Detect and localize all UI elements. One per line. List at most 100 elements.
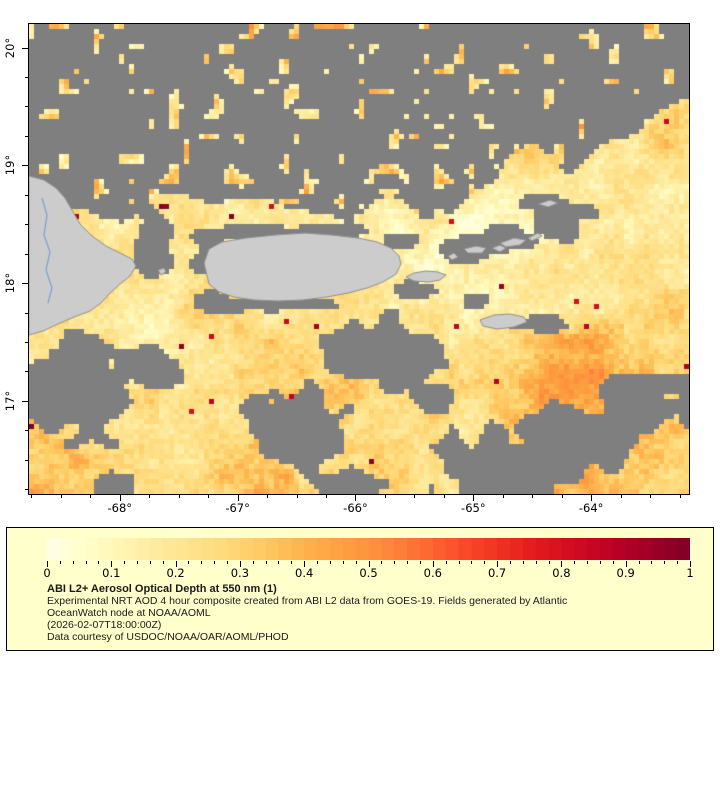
y-axis-minor-tick	[25, 459, 28, 461]
colorbar-major-tick	[432, 561, 434, 567]
y-axis-tick-label: 20°	[3, 37, 17, 58]
legend-timestamp: (2026-02-07T18:00:00Z)	[47, 619, 162, 631]
x-axis-minor-tick	[296, 495, 298, 498]
colorbar-tick-label: 1	[686, 566, 694, 580]
colorbar-tick-label: 0.8	[552, 566, 571, 580]
colorbar-minor-tick	[651, 561, 653, 564]
colorbar-minor-tick	[664, 561, 666, 564]
x-axis-major-tick	[119, 495, 121, 501]
colorbar-minor-tick	[458, 561, 460, 564]
colorbar-tick-label: 0.7	[487, 566, 507, 580]
colorbar-minor-tick	[638, 561, 640, 564]
y-axis-major-tick	[22, 47, 28, 49]
colorbar-minor-tick	[252, 561, 254, 564]
colorbar-minor-tick	[149, 561, 151, 564]
x-axis-minor-tick	[561, 495, 563, 498]
colorbar-minor-tick	[278, 561, 280, 564]
legend-description-line2: OceanWatch node at NOAA/AOML	[47, 607, 211, 619]
colorbar-minor-tick	[381, 561, 383, 564]
colorbar-minor-tick	[419, 561, 421, 564]
colorbar-major-tick	[368, 561, 370, 567]
colorbar-major-tick	[175, 561, 177, 567]
colorbar-tick-label: 0.4	[295, 566, 314, 580]
y-axis-minor-tick	[25, 489, 28, 491]
legend-credit: Data courtesy of USDOC/NOAA/OAR/AOML/PHO…	[47, 631, 289, 643]
x-axis-minor-tick	[384, 495, 386, 498]
y-axis-minor-tick	[25, 106, 28, 108]
y-axis-minor-tick	[25, 253, 28, 255]
y-axis-tick-label: 19°	[3, 155, 17, 176]
y-axis-minor-tick	[25, 194, 28, 196]
colorbar-minor-tick	[484, 561, 486, 564]
legend-box: 0 0.1 0.2 0.3 0.4 0.5 0.6 0.7 0.8 0.9 1 ABI L2+ Ae…	[6, 527, 714, 651]
x-axis-major-tick	[591, 495, 593, 501]
x-axis-minor-tick	[208, 495, 210, 498]
colorbar-major-tick	[561, 561, 563, 567]
x-axis-tick-label: -64°	[578, 501, 604, 515]
colorbar-major-tick	[304, 561, 306, 567]
colorbar-minor-tick	[394, 561, 396, 564]
legend-text-block: ABI L2+ Aerosol Optical Depth at 550 nm …	[47, 583, 567, 643]
x-axis-tick-label: -65°	[461, 501, 486, 515]
colorbar-minor-tick	[329, 561, 331, 564]
y-axis-major-tick	[22, 400, 28, 402]
legend-description-line1: Experimental NRT AOD 4 hour composite cr…	[47, 595, 568, 607]
y-axis-minor-tick	[25, 371, 28, 373]
x-axis-minor-tick	[60, 495, 62, 498]
y-axis-minor-tick	[25, 342, 28, 344]
colorbar-tick-label: 0.9	[616, 566, 635, 580]
y-axis-minor-tick	[25, 430, 28, 432]
colorbar-tick-label: 0.5	[359, 566, 378, 580]
x-axis-minor-tick	[532, 495, 534, 498]
colorbar-minor-tick	[137, 561, 139, 564]
colorbar-tick-label: 0.2	[166, 566, 185, 580]
colorbar-major-tick	[690, 561, 691, 567]
legend-title: ABI L2+ Aerosol Optical Depth at 550 nm …	[47, 583, 277, 595]
x-axis-minor-tick	[149, 495, 151, 498]
colorbar-minor-tick	[59, 561, 61, 564]
colorbar-minor-tick	[587, 561, 589, 564]
colorbar-minor-tick	[265, 561, 267, 564]
x-axis-minor-tick	[620, 495, 622, 498]
x-axis-major-tick	[473, 495, 475, 501]
x-axis-tick-label: -66°	[343, 501, 368, 515]
colorbar-minor-tick	[509, 561, 511, 564]
x-axis-tick-label: -67°	[225, 501, 250, 515]
y-axis-minor-tick	[25, 77, 28, 78]
colorbar-minor-tick	[72, 561, 74, 564]
colorbar-minor-tick	[355, 561, 357, 564]
colorbar-minor-tick	[162, 561, 164, 564]
colorbar-major-tick	[111, 561, 113, 567]
x-axis-minor-tick	[326, 495, 327, 498]
y-axis-minor-tick	[25, 312, 28, 314]
colorbar-minor-tick	[188, 561, 190, 564]
y-axis-minor-tick	[25, 135, 28, 137]
y-axis-major-tick	[22, 165, 28, 167]
x-axis-minor-tick	[90, 495, 92, 498]
colorbar-minor-tick	[85, 561, 87, 564]
colorbar-minor-tick	[227, 561, 229, 564]
y-axis-major-tick	[22, 283, 28, 285]
x-axis-minor-tick	[443, 495, 445, 498]
colorbar-minor-tick	[342, 561, 344, 564]
x-axis-minor-tick	[31, 495, 33, 498]
colorbar-minor-tick	[535, 561, 537, 564]
colorbar-minor-tick	[574, 561, 576, 564]
x-axis-minor-tick	[178, 495, 180, 498]
map-frame	[28, 23, 690, 495]
colorbar-major-tick	[497, 561, 499, 567]
colorbar-minor-tick	[471, 561, 473, 564]
colorbar-minor-tick	[201, 561, 203, 564]
y-axis-tick-label: 17°	[3, 390, 17, 412]
colorbar-minor-tick	[214, 561, 216, 564]
colorbar-minor-tick	[599, 561, 601, 564]
y-axis-minor-tick	[25, 224, 28, 226]
x-axis-minor-tick	[502, 495, 504, 498]
x-axis-minor-tick	[650, 495, 652, 498]
x-axis-minor-tick	[679, 495, 681, 498]
colorbar-tick-label: 0.6	[423, 566, 442, 580]
colorbar-minor-tick	[677, 561, 679, 564]
colorbar-tick-label: 0.1	[102, 566, 121, 580]
colorbar-minor-tick	[317, 561, 319, 564]
